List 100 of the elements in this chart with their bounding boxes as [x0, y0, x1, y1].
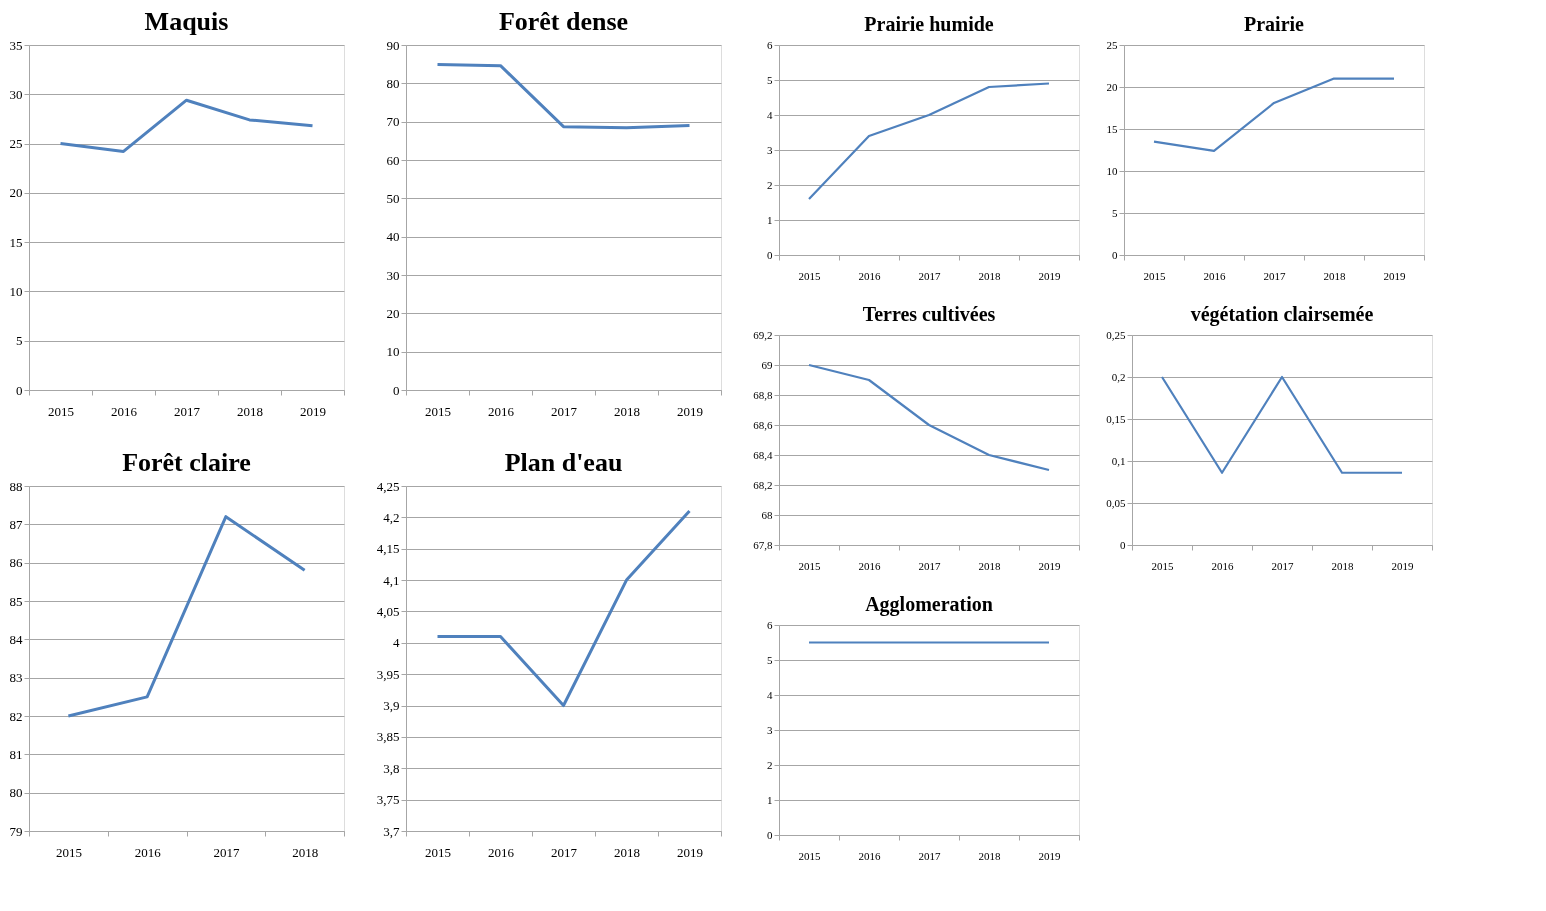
x-tick-label: 2018 [978, 559, 1001, 572]
x-tick-label: 2015 [55, 844, 82, 860]
y-tick-label: 0 [767, 828, 773, 841]
x-tick-label: 2019 [677, 844, 703, 860]
x-tick-label: 2017 [1271, 559, 1294, 572]
y-tick-label: 81 [9, 746, 23, 762]
y-tick-label: 1 [767, 793, 773, 806]
y-tick-label: 68,4 [753, 448, 773, 461]
x-tick-label: 2018 [292, 844, 319, 860]
y-tick-label: 70 [386, 114, 400, 130]
y-tick-label: 1 [767, 213, 773, 226]
x-tick-label: 2015 [1143, 269, 1166, 282]
y-tick-label: 35 [9, 37, 23, 53]
x-tick-label: 2016 [858, 559, 881, 572]
y-tick-label: 4,2 [383, 509, 400, 525]
x-tick-label: 2017 [551, 844, 578, 860]
x-tick-label: 2017 [213, 844, 240, 860]
y-tick-label: 67,8 [753, 538, 773, 551]
x-tick-label: 2017 [551, 403, 578, 419]
x-tick-label: 2017 [1263, 269, 1286, 282]
y-tick-label: 4,1 [383, 572, 400, 588]
y-tick-label: 2 [767, 178, 773, 191]
y-tick-label: 68,2 [753, 478, 773, 491]
x-tick-label: 2015 [798, 849, 821, 862]
y-tick-label: 85 [9, 593, 23, 609]
chart-title: Terres cultivées [862, 303, 996, 325]
y-tick-label: 60 [386, 152, 400, 168]
line-series [59, 98, 314, 153]
y-tick-label: 20 [9, 185, 23, 201]
y-tick-label: 20 [1106, 80, 1118, 93]
y-tick-label: 68,8 [753, 388, 773, 401]
x-tick-label: 2016 [858, 269, 881, 282]
y-tick-label: 68 [761, 508, 773, 521]
x-tick-label: 2015 [1151, 559, 1174, 572]
y-tick-label: 0,05 [1106, 496, 1126, 509]
y-tick-label: 0 [1112, 248, 1118, 261]
y-tick-label: 4 [767, 688, 773, 701]
line-series [1152, 77, 1396, 152]
x-tick-label: 2016 [488, 844, 515, 860]
y-tick-label: 4,25 [376, 478, 400, 494]
y-tick-label: 80 [9, 785, 23, 801]
x-tick-label: 2018 [1323, 269, 1346, 282]
y-tick-label: 0,2 [1111, 370, 1126, 383]
x-tick-label: 2019 [1038, 559, 1061, 572]
y-tick-label: 86 [9, 555, 23, 571]
y-tick-label: 6 [767, 38, 773, 51]
y-tick-label: 10 [386, 344, 400, 360]
y-tick-label: 82 [9, 708, 23, 724]
y-tick-label: 25 [9, 136, 23, 152]
y-tick-label: 83 [9, 670, 23, 686]
y-tick-label: 20 [386, 305, 400, 321]
chart-title: Agglomeration [865, 593, 993, 616]
x-tick-label: 2015 [425, 844, 451, 860]
y-tick-label: 0,25 [1106, 328, 1126, 341]
x-tick-label: 2016 [1211, 559, 1234, 572]
x-tick-label: 2015 [798, 559, 821, 572]
y-tick-label: 4,15 [376, 541, 400, 557]
y-tick-label: 2 [767, 758, 773, 771]
y-tick-label: 0 [16, 382, 23, 398]
y-tick-label: 0 [1120, 538, 1126, 551]
x-tick-label: 2018 [614, 403, 640, 419]
line-series [436, 509, 691, 708]
line-series [436, 63, 691, 130]
y-tick-label: 6 [767, 618, 773, 631]
y-tick-label: 5 [767, 73, 773, 86]
chart-title: Forêt dense [498, 7, 629, 36]
x-tick-label: 2018 [978, 269, 1001, 282]
y-tick-label: 68,6 [753, 418, 773, 431]
y-tick-label: 69 [761, 358, 773, 371]
chart-title: Maquis [144, 7, 229, 36]
y-tick-label: 25 [1106, 38, 1118, 51]
y-tick-label: 0 [393, 382, 400, 398]
y-tick-label: 84 [9, 631, 23, 647]
x-tick-label: 2019 [1391, 559, 1414, 572]
y-tick-label: 3 [767, 143, 773, 156]
x-tick-label: 2016 [134, 844, 162, 860]
chart-title: Plan d'eau [504, 448, 623, 477]
x-tick-label: 2019 [1383, 269, 1406, 282]
chart-title: végétation clairsemée [1190, 303, 1374, 326]
line-series [66, 515, 307, 718]
y-tick-label: 0,15 [1106, 412, 1126, 425]
y-tick-label: 4 [767, 108, 773, 121]
y-tick-label: 80 [386, 75, 400, 91]
y-tick-label: 30 [386, 267, 400, 283]
x-tick-label: 2017 [918, 849, 941, 862]
y-tick-label: 3,75 [376, 792, 400, 808]
x-tick-label: 2017 [174, 403, 201, 419]
y-tick-label: 5 [1112, 206, 1118, 219]
y-tick-label: 3,7 [383, 823, 400, 839]
x-tick-label: 2019 [300, 403, 326, 419]
x-tick-label: 2015 [425, 403, 451, 419]
y-tick-label: 0,1 [1111, 454, 1126, 467]
line-series [807, 363, 1051, 472]
y-tick-label: 0 [767, 248, 773, 261]
x-tick-label: 2017 [918, 269, 941, 282]
y-tick-label: 69,2 [753, 328, 773, 341]
y-tick-label: 10 [1106, 164, 1118, 177]
x-tick-label: 2016 [111, 403, 138, 419]
y-tick-label: 10 [9, 283, 23, 299]
y-tick-label: 5 [16, 333, 23, 349]
